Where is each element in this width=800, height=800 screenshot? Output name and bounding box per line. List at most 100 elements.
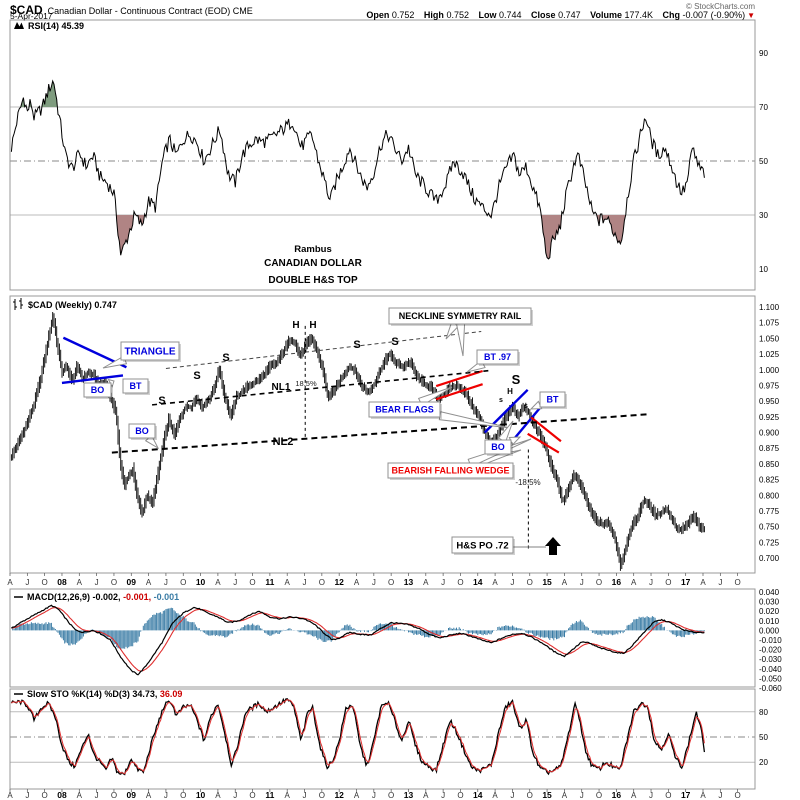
measurement-percent-label: 18.5%: [295, 379, 317, 388]
month-axis-label: J: [164, 791, 168, 800]
month-axis-label: J: [303, 578, 307, 587]
date-axes: A J O 08 A J O 09 A J O 10 A J O 11 A J O 12 A J O 13 A J O 14 A J O 15…: [7, 573, 741, 800]
pattern-letter-s: S: [193, 370, 200, 382]
macd-axis-label: 0.020: [759, 607, 780, 616]
price-axis-label: 0.750: [759, 523, 780, 532]
month-axis-label: J: [372, 791, 376, 800]
month-axis-label: A: [7, 578, 13, 587]
month-axis-label: J: [233, 791, 237, 800]
year-axis-label: 08: [57, 790, 67, 800]
month-axis-label: O: [457, 578, 463, 587]
rsi-axis-label: 30: [759, 211, 768, 220]
month-axis-label: J: [441, 578, 445, 587]
high-value: 0.752: [446, 10, 469, 20]
rsi-axis-label: 70: [759, 103, 768, 112]
price-panel: 1.100 1.075 1.050 1.025 1.000 0.975 0.950 0.925…: [9, 295, 780, 574]
chg-label: Chg: [662, 10, 681, 20]
month-axis-label: A: [215, 578, 221, 587]
price-axis-label: 0.975: [759, 381, 780, 390]
callout-box: [128, 423, 156, 439]
callout-box: [368, 401, 441, 418]
month-axis-label: A: [77, 791, 83, 800]
year-axis-label: 15: [542, 790, 552, 800]
high-label: High: [423, 10, 444, 20]
callout-box: [476, 349, 519, 365]
month-axis-label: A: [562, 791, 568, 800]
sto-value: 34.73,: [132, 689, 160, 699]
macd-axis-label: 0.010: [759, 617, 780, 626]
price-axis-label: 0.850: [759, 460, 780, 469]
open-value: 0.752: [391, 10, 415, 20]
sto-axis-label: 50: [759, 733, 768, 742]
month-axis-label: A: [700, 791, 706, 800]
month-axis-label: O: [388, 791, 394, 800]
sto-panel-border: [9, 688, 756, 790]
sto-axis-label: 80: [759, 708, 768, 717]
macd-label: MACD(12,26,9) -0.002, -0.001, -0.001: [27, 592, 179, 602]
pattern-letter-nl1: NL1: [272, 382, 291, 393]
callout-label: BEARISH FALLING WEDGE: [391, 466, 509, 476]
rsi-axis-label: 50: [759, 157, 768, 166]
rsi-label: RSI(14) 45.39: [28, 21, 84, 31]
month-axis-label: J: [441, 791, 445, 800]
month-axis-label: A: [7, 791, 13, 800]
macd-axis-label: 0.040: [759, 588, 780, 597]
chg-value: -0.007 (-0.90%): [682, 10, 746, 20]
month-axis-label: A: [631, 791, 637, 800]
bear-flag-2013-upper: [435, 369, 483, 388]
price-axis-label: 1.100: [759, 303, 780, 312]
close-label: Close: [531, 10, 556, 20]
neckline-2: [111, 413, 648, 454]
stochastics-panel: 80 50 20 Slow STO %K(14) %D(3) 34.73, 36.09: [9, 688, 768, 790]
volume-label: Volume: [590, 10, 622, 20]
year-axis-label: 10: [196, 577, 206, 587]
price-axis-label: 1.025: [759, 350, 780, 359]
month-axis-label: A: [492, 578, 498, 587]
rsi-line: [10, 79, 705, 260]
year-axis-label: 09: [127, 790, 137, 800]
callout-label: BO: [135, 426, 149, 436]
callout-label: NECKLINE SYMMETRY RAIL: [399, 311, 522, 321]
neckline-1: [151, 369, 492, 406]
callout-tail: [438, 411, 511, 429]
month-axis-label: O: [735, 578, 741, 587]
month-axis-label: J: [95, 578, 99, 587]
pattern-letter-s: S: [512, 372, 521, 387]
month-axis-label: A: [146, 791, 152, 800]
chg-down-triangle-icon[interactable]: ▼: [747, 11, 755, 20]
callout-box: [539, 391, 566, 408]
month-axis-label: A: [354, 791, 360, 800]
price-axis-label: 0.825: [759, 476, 780, 485]
pattern-letter-h: H: [292, 320, 299, 331]
price-axis-label: 0.800: [759, 491, 780, 500]
macd-axis-label: -0.040: [759, 665, 782, 674]
rsi-panel: 90 70 50 30 10 RSI(14) 45.39: [9, 19, 768, 291]
callout-tail: [456, 323, 466, 357]
price-panel-border: [9, 295, 756, 574]
callout-box: [388, 307, 532, 325]
month-axis-label: O: [319, 578, 325, 587]
callout-label: BO: [91, 385, 105, 395]
month-axis-label: J: [718, 578, 722, 587]
pattern-letter-s: s: [499, 397, 503, 404]
month-axis-label: O: [319, 791, 325, 800]
ticker-symbol: $CAD: [10, 3, 43, 17]
pattern-letter-s: S: [391, 336, 398, 348]
callout-label: TRIANGLE: [124, 347, 175, 358]
pattern-letter-h: H: [309, 320, 316, 331]
low-label: Low: [478, 10, 497, 20]
price-axis-label: 1.075: [759, 319, 780, 328]
price-axis-label: 1.000: [759, 366, 780, 375]
month-axis-label: J: [649, 578, 653, 587]
bear-flag-2013-lower: [435, 383, 483, 401]
price-style-icon: [13, 298, 23, 310]
month-axis-label: A: [562, 578, 568, 587]
month-axis-label: A: [631, 578, 637, 587]
month-axis-label: J: [372, 578, 376, 587]
watermark-author: Rambus: [294, 244, 331, 255]
month-axis-label: J: [233, 578, 237, 587]
macd-histogram: [12, 607, 705, 650]
month-axis-label: A: [146, 578, 152, 587]
